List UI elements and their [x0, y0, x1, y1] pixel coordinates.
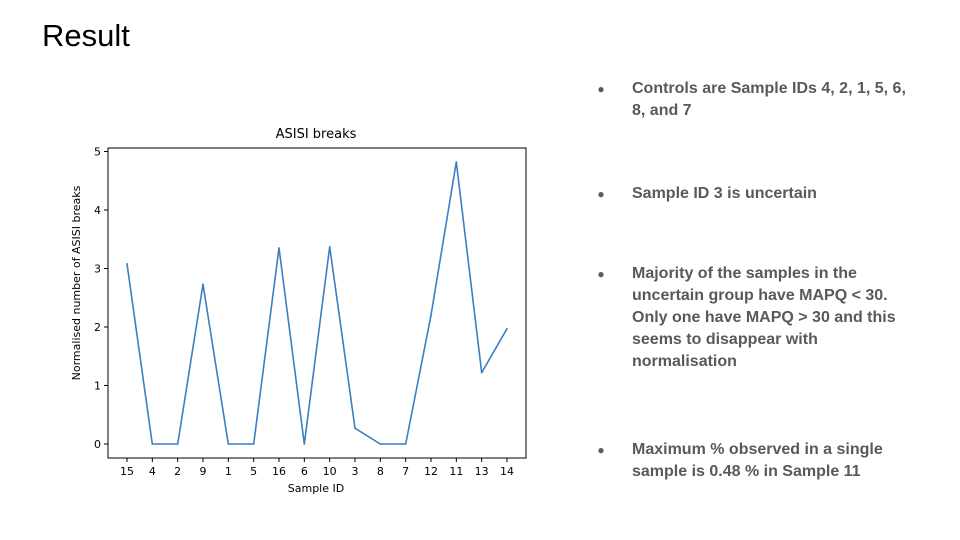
data-point: [430, 314, 432, 317]
x-tick-label: 8: [377, 465, 384, 478]
bullet-text: Controls are Sample IDs 4, 2, 1, 5, 6, 8…: [632, 80, 906, 119]
data-point: [455, 161, 458, 163]
y-tick-label: 4: [94, 204, 101, 217]
x-tick-label: 3: [352, 465, 359, 478]
data-point: [278, 247, 280, 249]
x-tick-label: 1: [225, 465, 232, 478]
data-point: [151, 443, 154, 445]
data-point: [404, 443, 407, 445]
x-tick-label: 13: [475, 465, 489, 478]
bullet-dot-icon: ●: [597, 82, 605, 96]
y-tick-label: 0: [94, 438, 101, 451]
slide-title: Result: [42, 18, 130, 53]
bullet-dot-icon: ●: [597, 187, 605, 201]
x-tick-label: 16: [272, 465, 286, 478]
data-point: [227, 443, 230, 445]
bullet-text: Sample ID 3 is uncertain: [632, 185, 817, 202]
series-line: [126, 161, 508, 445]
bullet-text: Maximum % observed in a single sample is…: [632, 441, 883, 480]
bullet-dot-icon: ●: [597, 267, 605, 281]
data-point: [126, 263, 128, 265]
data-point: [480, 371, 483, 374]
x-tick-label: 14: [500, 465, 514, 478]
y-tick-label: 3: [94, 262, 101, 275]
y-tick-label: 2: [94, 321, 101, 334]
x-tick-label: 4: [149, 465, 156, 478]
x-tick-label: 6: [301, 465, 308, 478]
x-tick-label: 10: [323, 465, 337, 478]
bullet-dot-icon: ●: [597, 443, 605, 457]
bullet-item: ● Sample ID 3 is uncertain: [594, 183, 914, 205]
data-point: [506, 327, 508, 330]
data-point: [202, 283, 204, 286]
bullet-item: ● Controls are Sample IDs 4, 2, 1, 5, 6,…: [594, 78, 914, 122]
x-axis-label: Sample ID: [288, 482, 344, 495]
bullet-item: ● Majority of the samples in the uncerta…: [594, 263, 914, 373]
line-chart: 0 1 2 3 4 5 15 4 2 9 1 5 16 6 10 3 8 7 12 11 13 14 ASISI brea…: [68, 120, 538, 500]
data-point: [379, 443, 382, 445]
x-tick-label: 9: [200, 465, 207, 478]
data-point: [354, 427, 356, 429]
data-point: [303, 443, 306, 445]
x-tick-label: 7: [402, 465, 409, 478]
bullet-text: Majority of the samples in the uncertain…: [632, 265, 896, 370]
plot-frame: [107, 147, 527, 459]
x-tick-label: 5: [250, 465, 257, 478]
chart-title: ASISI breaks: [276, 127, 357, 142]
bullet-item: ● Maximum % observed in a single sample …: [594, 439, 914, 483]
x-tick-label: 12: [424, 465, 438, 478]
y-tick-label: 1: [94, 379, 101, 392]
y-tick-label: 5: [94, 146, 101, 159]
x-tick-label: 11: [449, 465, 463, 478]
data-point: [176, 443, 179, 445]
data-point: [252, 443, 255, 445]
y-axis-label: Normalised number of ASISI breaks: [70, 185, 83, 380]
x-tick-label: 15: [120, 465, 134, 478]
data-point: [328, 246, 331, 248]
x-tick-label: 2: [174, 465, 181, 478]
